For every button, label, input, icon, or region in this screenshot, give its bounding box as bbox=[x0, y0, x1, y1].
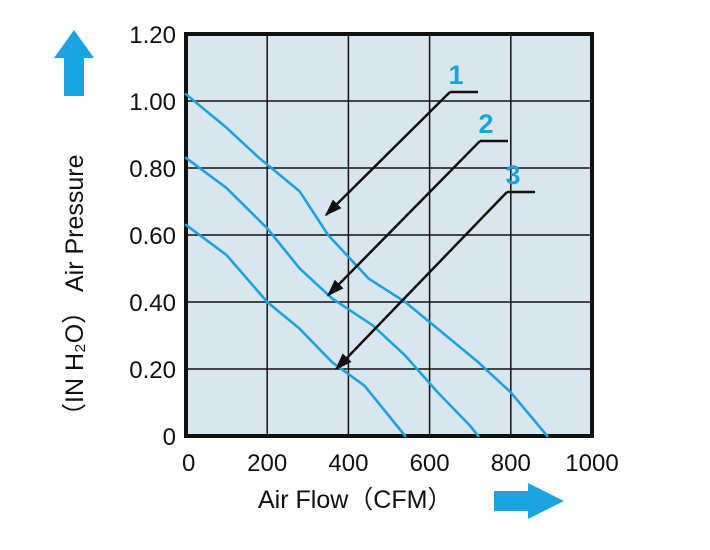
y-tick-label: 1.00 bbox=[129, 89, 176, 116]
x-tick-label: 800 bbox=[491, 450, 531, 477]
right-arrow-icon bbox=[494, 483, 564, 519]
y-tick-label: 0 bbox=[163, 424, 176, 451]
y-tick-label: 0.20 bbox=[129, 357, 176, 384]
x-tick-label: 200 bbox=[247, 450, 287, 477]
grid bbox=[186, 34, 592, 436]
x-axis-label: Air Flow（CFM） bbox=[258, 486, 452, 514]
leader-arrow-1 bbox=[324, 91, 451, 217]
y-axis-unit-label: （IN H₂O） bbox=[61, 299, 89, 428]
curve-label-1: 1 bbox=[448, 60, 463, 90]
up-arrow-icon bbox=[54, 30, 94, 96]
y-tick-label: 0.80 bbox=[129, 156, 176, 183]
x-tick-label: 1000 bbox=[565, 450, 618, 477]
leader-arrow-2 bbox=[326, 140, 481, 297]
x-tick-labels: 0 200 400 600 800 1000 bbox=[182, 450, 619, 477]
x-tick-label: 600 bbox=[410, 450, 450, 477]
plot-frame bbox=[184, 32, 594, 438]
y-axis-label: Air Pressure bbox=[61, 154, 89, 292]
y-tick-label: 0.40 bbox=[129, 290, 176, 317]
leader-arrow-3 bbox=[335, 191, 508, 371]
y-tick-label: 1.20 bbox=[129, 22, 176, 49]
series-line-1 bbox=[184, 93, 549, 438]
x-tick-label: 0 bbox=[182, 450, 195, 477]
series-group bbox=[184, 93, 549, 438]
x-tick-label: 400 bbox=[328, 450, 368, 477]
annotation-group: 123 bbox=[324, 60, 535, 371]
series-line-3 bbox=[184, 223, 407, 438]
curve-label-2: 2 bbox=[478, 109, 493, 139]
series-line-2 bbox=[184, 156, 480, 438]
curve-label-3: 3 bbox=[505, 160, 520, 190]
y-tick-labels: 0 0.20 0.40 0.60 0.80 1.00 1.20 bbox=[129, 22, 176, 451]
y-tick-label: 0.60 bbox=[129, 223, 176, 250]
